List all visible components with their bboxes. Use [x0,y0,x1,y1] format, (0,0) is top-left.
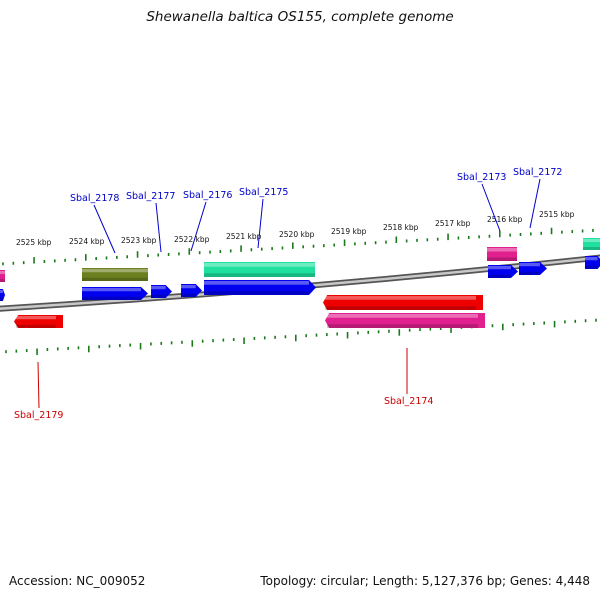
scale-label: 2517 kbp [435,219,471,228]
scale-label: 2522 kbp [174,235,210,244]
gene-feature[interactable] [204,280,316,295]
scale-label: 2524 kbp [69,237,105,246]
gene-label[interactable]: Sbal_2172 [513,167,562,178]
lower-tick-ring [5,318,597,356]
gene-label[interactable]: Sbal_2177 [126,191,175,202]
label-leader-line [529,178,541,229]
accession-text: Accession: NC_009052 [9,574,146,588]
gene-feature[interactable] [82,287,148,300]
scale-label: 2518 kbp [383,223,419,232]
gene-feature[interactable] [82,268,148,281]
gene-labels: Sbal_2178 Sbal_2177 Sbal_2176 Sbal_2175 Sbal… [14,167,562,421]
label-leaders [37,178,541,409]
gene-label[interactable]: Sbal_2179 [14,410,63,421]
label-leader-line [37,361,40,409]
label-leader-line [155,202,162,253]
feature-track [0,238,600,328]
label-leader-line [257,198,264,249]
gene-feature[interactable] [323,295,483,310]
gene-feature[interactable] [204,262,315,277]
gene-label[interactable]: Sbal_2176 [183,190,232,201]
gene-feature[interactable] [583,238,600,250]
gene-feature[interactable] [325,313,485,328]
scale-label: 2523 kbp [121,236,157,245]
scale-label: 2516 kbp [487,215,523,224]
gene-feature[interactable] [487,247,517,261]
gene-feature[interactable] [585,256,600,269]
scale-label: 2515 kbp [539,210,575,219]
scale-label: 2521 kbp [226,232,262,241]
label-leader-line [93,204,116,254]
map-title: Shewanella baltica OS155, complete genom… [146,9,454,25]
scale-labels: 2525 kbp 2524 kbp 2523 kbp 2522 kbp 2521 kbp… [16,210,575,247]
gene-label[interactable]: Sbal_2174 [384,396,433,407]
scale-label: 2519 kbp [331,227,367,236]
upper-tick-ring [2,227,594,266]
gene-label[interactable]: Sbal_2178 [70,193,119,204]
gene-feature[interactable] [151,285,172,298]
gene-feature[interactable] [14,315,63,328]
topology-text: Topology: circular; Length: 5,127,376 bp… [260,574,590,588]
label-leader-line [481,183,501,232]
scale-label: 2520 kbp [279,230,315,239]
gene-feature[interactable] [488,265,518,278]
gene-feature[interactable] [0,289,5,301]
gene-label[interactable]: Sbal_2175 [239,187,288,198]
gene-feature[interactable] [0,270,5,282]
gene-label[interactable]: Sbal_2173 [457,172,506,183]
scale-label: 2525 kbp [16,238,52,247]
gene-feature[interactable] [181,284,202,297]
label-leader-line [190,201,207,252]
gene-feature[interactable] [519,262,547,275]
